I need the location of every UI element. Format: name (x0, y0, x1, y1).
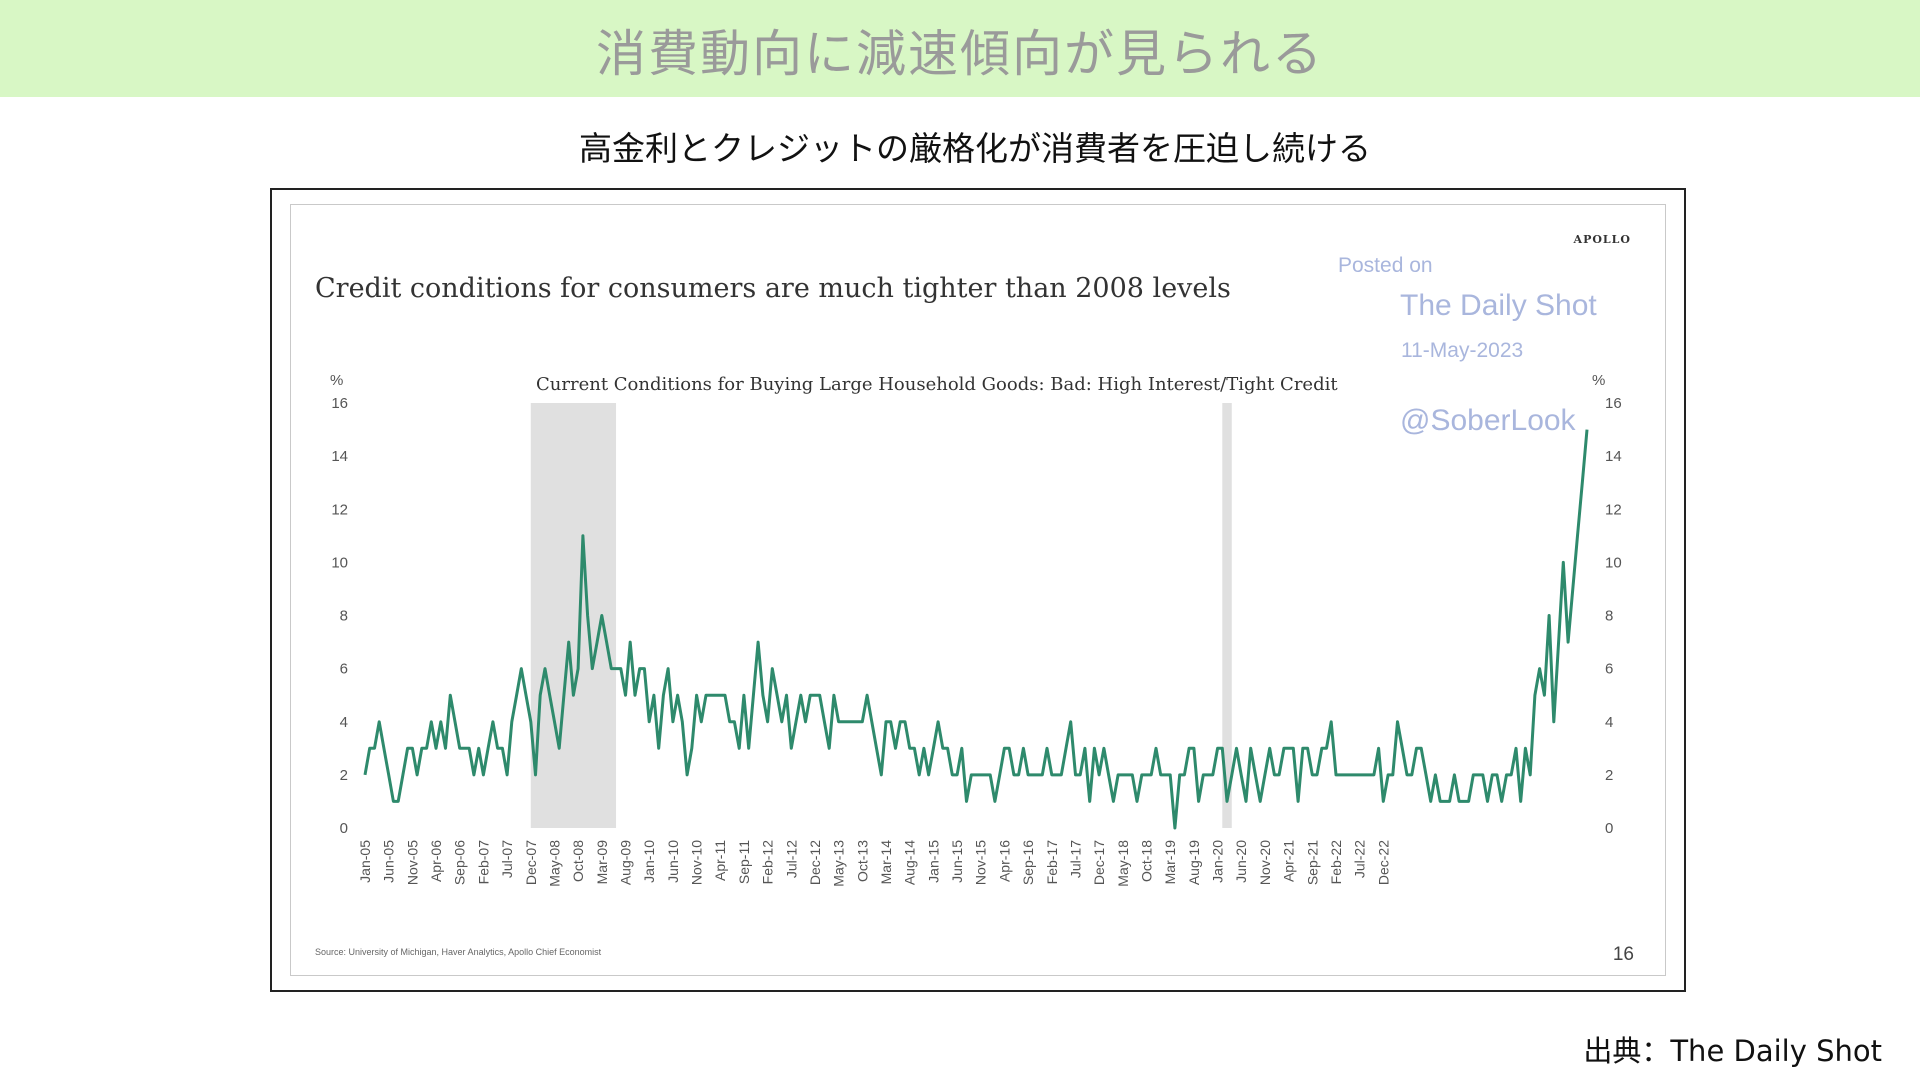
x-tick-label: Mar-09 (594, 840, 610, 885)
watermark-handle: @SoberLook (1400, 404, 1577, 437)
y-tick-label-left: 8 (340, 608, 348, 625)
x-tick-label: Jan-20 (1210, 840, 1226, 883)
x-tick-label: Feb-17 (1044, 840, 1060, 885)
y-tick-label-left: 2 (340, 767, 348, 784)
y-tick-label-right: 8 (1605, 608, 1613, 625)
apollo-logo: APOLLO (1573, 233, 1631, 246)
x-tick-label: Jul-12 (783, 840, 799, 878)
x-tick-label: Aug-19 (1186, 840, 1202, 885)
page-title: 消費動向に減速傾向が見られる (596, 25, 1324, 83)
x-tick-label: Jun-10 (665, 840, 681, 883)
slide-subtitle: 高金利とクレジットの厳格化が消費者を圧迫し続ける (579, 129, 1371, 168)
x-tick-label: Feb-12 (760, 840, 776, 885)
chart-frame (270, 188, 1686, 992)
x-tick-label: Jan-15 (925, 840, 941, 883)
y-tick-label-right: 2 (1605, 767, 1613, 784)
y-tick-label-right: 10 (1605, 554, 1622, 571)
x-tick-label: Apr-16 (996, 840, 1012, 882)
recession-band (1222, 403, 1232, 828)
x-tick-label: Oct-18 (1139, 840, 1155, 882)
x-tick-label: Dec-17 (1091, 840, 1107, 885)
y-tick-label-left: 4 (340, 714, 348, 731)
x-tick-label: May-08 (546, 840, 562, 887)
x-tick-label: Jun-20 (1233, 840, 1249, 883)
x-tick-label: May-18 (1115, 840, 1131, 887)
source-credit: 出典：The Daily Shot (1583, 1034, 1882, 1068)
x-tick-label: Mar-19 (1162, 840, 1178, 885)
x-tick-label: Dec-22 (1375, 840, 1391, 885)
x-tick-label: Feb-07 (475, 840, 491, 885)
y-tick-label-left: 16 (331, 395, 348, 412)
x-tick-label: Oct-13 (854, 840, 870, 882)
x-tick-label: Sep-21 (1304, 840, 1320, 885)
x-tick-label: Sep-06 (452, 840, 468, 885)
y-tick-label-right: 4 (1605, 714, 1613, 731)
x-tick-label: Jan-10 (641, 840, 657, 883)
y-tick-label-left: 10 (331, 554, 348, 571)
x-tick-label: Nov-10 (689, 840, 705, 885)
x-tick-label: May-13 (831, 840, 847, 887)
y-tick-label-right: 16 (1605, 395, 1622, 412)
x-tick-label: Jan-05 (357, 840, 373, 883)
title-banner: 消費動向に減速傾向が見られる (0, 0, 1920, 97)
x-tick-label: Aug-14 (902, 840, 918, 885)
x-tick-label: Jun-05 (381, 840, 397, 883)
y-tick-label-left: 12 (331, 501, 348, 518)
chart-page-number: 16 (1613, 944, 1634, 965)
x-tick-label: Nov-05 (404, 840, 420, 885)
x-tick-label: Jul-22 (1352, 840, 1368, 878)
y-axis-label-left: % (330, 372, 343, 389)
x-tick-label: Dec-12 (807, 840, 823, 885)
y-tick-label-right: 14 (1605, 448, 1622, 465)
x-tick-label: Feb-22 (1328, 840, 1344, 885)
x-tick-label: Jul-07 (499, 840, 515, 878)
watermark-date: 11-May-2023 (1401, 339, 1523, 362)
watermark-daily-shot: The Daily Shot (1400, 289, 1597, 322)
chart-source-note: Source: University of Michigan, Haver An… (315, 947, 602, 957)
x-tick-label: Apr-06 (428, 840, 444, 882)
x-tick-label: Oct-08 (570, 840, 586, 882)
x-tick-label: Dec-07 (523, 840, 539, 885)
x-tick-label: Nov-15 (973, 840, 989, 885)
y-tick-label-left: 0 (340, 820, 348, 837)
x-tick-label: Sep-11 (736, 840, 752, 884)
x-tick-label: Apr-11 (712, 840, 728, 881)
y-tick-label-left: 14 (331, 448, 348, 465)
y-axis-label-right: % (1592, 372, 1605, 389)
x-tick-label: Apr-21 (1281, 840, 1297, 882)
y-tick-label-left: 6 (340, 661, 348, 678)
x-tick-label: Sep-16 (1020, 840, 1036, 885)
x-tick-label: Jun-15 (949, 840, 965, 883)
chart-headline: Credit conditions for consumers are much… (315, 273, 1231, 304)
x-tick-label: Mar-14 (878, 840, 894, 885)
chart-title: Current Conditions for Buying Large Hous… (536, 374, 1338, 395)
watermark-posted-on: Posted on (1338, 254, 1433, 277)
x-tick-label: Aug-09 (618, 840, 634, 885)
series-line (363, 429, 1589, 830)
chart-inner-border (290, 204, 1666, 976)
x-tick-label: Nov-20 (1257, 840, 1273, 885)
y-tick-label-right: 0 (1605, 820, 1613, 837)
y-tick-label-right: 12 (1605, 501, 1622, 518)
x-tick-label: Jul-17 (1067, 840, 1083, 878)
y-tick-label-right: 6 (1605, 661, 1613, 678)
